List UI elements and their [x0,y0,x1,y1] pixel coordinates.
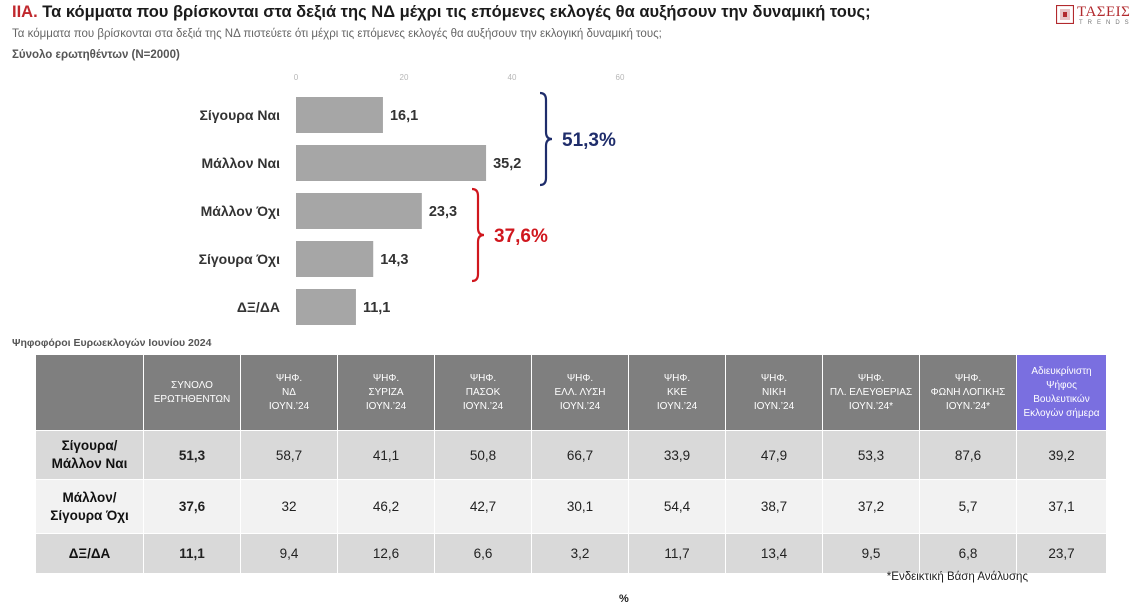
column-header: ΨΗΦ. ΠΑΣΟΚ ΙΟΥΝ.’24 [434,354,532,431]
column-header: ΨΗΦ. ΣΥΡΙΖΑ ΙΟΥΝ.’24 [337,354,435,431]
table-cell: 9,4 [240,533,338,574]
question-title: Τα κόμματα που βρίσκονται στα δεξιά της … [42,3,871,21]
table-corner-cell [35,354,144,431]
table-cell: 42,7 [434,479,532,534]
column-header: ΨΗΦ. ΠΛ. ΕΛΕΥΘΕΡΙΑΣ ΙΟΥΝ.’24* [822,354,920,431]
bar [296,241,374,277]
page-title: IIA. Τα κόμματα που βρίσκονται στα δεξιά… [12,3,871,22]
table-cell: 38,7 [725,479,823,534]
sample-size: Σύνολο ερωτηθέντων (N=2000) [12,49,180,61]
column-header: Αδιευκρίνιστη Ψήφος Βουλευτικών Εκλογών … [1016,354,1107,431]
bar [296,97,383,133]
table-cell: 11,7 [628,533,726,574]
table-row: ΔΞ/ΔΑ 11,1 9,4 12,6 6,6 3,2 11,7 13,4 9,5 6,8 23,7 [35,533,1107,574]
table-cell: 6,6 [434,533,532,574]
table-row: Σίγουρα/ Μάλλον Ναι 51,3 58,7 41,1 50,8 66,7 3… [35,430,1107,480]
category-label: Μάλλον Ναι [201,155,280,171]
crosstab-table: ΣΥΝΟΛΟ ΕΡΩΤΗΘΕΝΤΩΝ ΨΗΦ. ΝΔ ΙΟΥΝ.’24 ΨΗΦ. Σ… [35,354,1107,574]
logo-sub-text: TRENDS [1079,20,1134,26]
unit-label: % [619,593,629,605]
column-header: ΨΗΦ. ΕΛΛ. ΛΥΣΗ ΙΟΥΝ.’24 [531,354,629,431]
table-cell: 9,5 [822,533,920,574]
logo-brand-text: ΤΑΣΕΙΣ [1077,4,1131,20]
group-total-label: 37,6% [494,226,548,247]
table-cell: 47,9 [725,430,823,480]
bar [296,145,487,181]
table-cell: 23,7 [1016,533,1107,574]
group-total-label: 51,3% [562,130,616,151]
table-cell: 37,2 [822,479,920,534]
footnote: *Ενδεικτική Βάση Ανάλυσης [886,571,1028,583]
data-label: 11,1 [363,300,390,316]
table-cell: 30,1 [531,479,629,534]
category-label: Μάλλον Όχι [201,203,281,219]
category-label: Σίγουρα Ναι [199,107,280,123]
x-tick-label: 20 [400,73,409,82]
table-cell: 5,7 [919,479,1017,534]
x-tick-label: 40 [508,73,517,82]
group-bracket [539,91,553,187]
logo-mark-icon [1056,5,1074,24]
table-cell: 50,8 [434,430,532,480]
table-cell: 32 [240,479,338,534]
row-label: Σίγουρα/ Μάλλον Ναι [35,430,144,480]
bar [296,289,356,325]
row-label: Μάλλον/ Σίγουρα Όχι [35,479,144,534]
data-label: 35,2 [493,156,521,172]
table-cell: 54,4 [628,479,726,534]
table-cell: 87,6 [919,430,1017,480]
table-cell: 6,8 [919,533,1017,574]
table-cell: 46,2 [337,479,435,534]
data-label: 23,3 [429,204,457,220]
table-caption: Ψηφοφόροι Ευρωεκλογών Ιουνίου 2024 [12,337,212,349]
table-cell: 11,1 [143,533,241,574]
table-cell: 41,1 [337,430,435,480]
brand-logo: ΤΑΣΕΙΣ TRENDS [1056,2,1140,28]
column-header: ΨΗΦ. ΦΩΝΗ ΛΟΓΙΚΗΣ ΙΟΥΝ.’24* [919,354,1017,431]
table-cell: 53,3 [822,430,920,480]
question-subtitle: Τα κόμματα που βρίσκονται στα δεξιά της … [12,28,662,40]
table-cell: 51,3 [143,430,241,480]
table-cell: 3,2 [531,533,629,574]
table-cell: 58,7 [240,430,338,480]
column-header: ΣΥΝΟΛΟ ΕΡΩΤΗΘΕΝΤΩΝ [143,354,241,431]
table-cell: 12,6 [337,533,435,574]
x-tick-label: 60 [616,73,625,82]
table-cell: 13,4 [725,533,823,574]
data-label: 14,3 [380,252,408,268]
column-header: ΨΗΦ. ΚΚΕ ΙΟΥΝ.’24 [628,354,726,431]
table-cell: 33,9 [628,430,726,480]
data-label: 16,1 [390,108,418,124]
group-bracket [471,187,485,283]
table-row: Μάλλον/ Σίγουρα Όχι 37,6 32 46,2 42,7 30,1 54,… [35,479,1107,534]
table-cell: 37,1 [1016,479,1107,534]
column-header: ΨΗΦ. ΝΙΚΗ ΙΟΥΝ.’24 [725,354,823,431]
table-cell: 66,7 [531,430,629,480]
bar [296,193,422,229]
table-cell: 39,2 [1016,430,1107,480]
x-tick-label: 0 [294,73,299,82]
category-label: Σίγουρα Όχι [199,251,281,267]
table-cell: 37,6 [143,479,241,534]
column-header: ΨΗΦ. ΝΔ ΙΟΥΝ.’24 [240,354,338,431]
row-label: ΔΞ/ΔΑ [35,533,144,574]
category-label: ΔΞ/ΔΑ [237,299,280,315]
question-code: IIA. [12,3,38,21]
table-header-row: ΣΥΝΟΛΟ ΕΡΩΤΗΘΕΝΤΩΝ ΨΗΦ. ΝΔ ΙΟΥΝ.’24 ΨΗΦ. Σ… [35,354,1107,431]
